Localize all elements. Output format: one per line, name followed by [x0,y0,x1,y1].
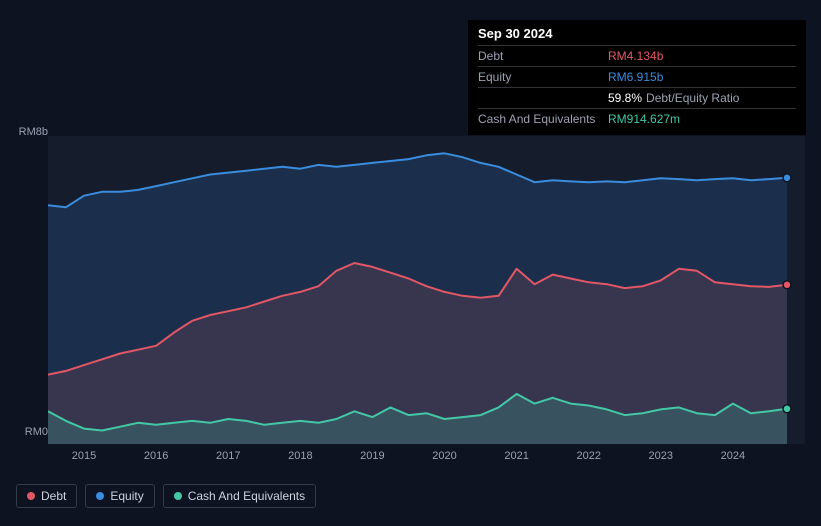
x-axis-tick: 2019 [360,450,384,462]
x-axis-tick: 2018 [288,450,312,462]
tooltip-row: EquityRM6.915b [478,66,796,87]
legend-dot-icon [96,492,104,500]
tooltip-row-label: Equity [478,70,608,84]
chart-tooltip: Sep 30 2024 DebtRM4.134bEquityRM6.915b59… [468,20,806,135]
x-axis-tick: 2024 [721,450,745,462]
chart-legend: Debt Equity Cash And Equivalents [16,484,316,508]
legend-item-label: Cash And Equivalents [188,489,305,503]
legend-item-debt[interactable]: Debt [16,484,77,508]
tooltip-row-label: Debt [478,49,608,63]
legend-item-cash[interactable]: Cash And Equivalents [163,484,316,508]
series-end-dot-cash [783,405,791,413]
tooltip-row-extra: Debt/Equity Ratio [646,91,739,105]
x-axis-tick: 2016 [144,450,168,462]
x-axis-tick: 2023 [649,450,673,462]
legend-item-label: Debt [41,489,66,503]
x-axis-tick: 2022 [576,450,600,462]
chart-plot-area[interactable] [48,136,805,444]
tooltip-row-value: RM6.915b [608,70,663,84]
x-axis-tick: 2017 [216,450,240,462]
x-axis-tick: 2021 [504,450,528,462]
x-axis-tick: 2015 [72,450,96,462]
tooltip-row-value: RM4.134b [608,49,663,63]
legend-item-equity[interactable]: Equity [85,484,154,508]
chart-svg [48,136,805,444]
tooltip-row: 59.8% Debt/Equity Ratio [478,87,796,108]
legend-item-label: Equity [110,489,143,503]
legend-dot-icon [174,492,182,500]
x-axis-tick: 2020 [432,450,456,462]
tooltip-row-value: 59.8% [608,91,642,105]
tooltip-row-value: RM914.627m [608,112,680,126]
tooltip-row: DebtRM4.134b [478,45,796,66]
y-axis-tick-min: RM0 [25,426,48,438]
legend-dot-icon [27,492,35,500]
tooltip-row: Cash And EquivalentsRM914.627m [478,108,796,129]
tooltip-row-label: Cash And Equivalents [478,112,608,126]
y-axis-tick-max: RM8b [19,126,48,138]
tooltip-date: Sep 30 2024 [478,26,796,41]
series-end-dot-debt [783,281,791,289]
series-end-dot-equity [783,174,791,182]
